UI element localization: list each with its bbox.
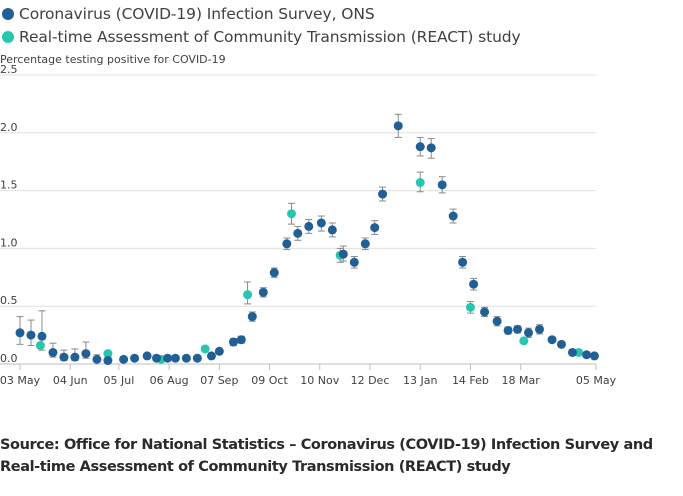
ons-data-point[interactable] (582, 350, 592, 360)
ons-data-point[interactable] (327, 225, 337, 235)
ons-data-point[interactable] (316, 218, 326, 228)
ons-data-point[interactable] (92, 354, 102, 364)
x-tick-label: 03 May (0, 374, 41, 387)
y-tick-label: 2.5 (0, 63, 18, 76)
ons-data-point[interactable] (130, 353, 140, 363)
x-tick-label: 05 May (576, 374, 617, 387)
legend-marker-react-icon (2, 30, 14, 43)
ons-data-point[interactable] (119, 354, 129, 364)
legend-label-ons: Coronavirus (COVID-19) Infection Survey,… (19, 4, 375, 23)
ons-data-point[interactable] (492, 316, 502, 326)
ons-data-point[interactable] (70, 352, 80, 362)
ons-data-point[interactable] (26, 330, 36, 340)
ons-data-point[interactable] (103, 356, 113, 366)
x-tick-label: 07 Sep (200, 374, 238, 387)
react-data-point[interactable] (574, 347, 584, 357)
source-note: Source: Office for National Statistics –… (0, 437, 653, 475)
x-tick-label: 10 Nov (300, 374, 339, 387)
legend-marker-ons-icon (2, 7, 14, 20)
x-tick-label: 05 Jul (103, 374, 134, 387)
ons-data-point[interactable] (469, 279, 479, 289)
ons-data-point[interactable] (567, 347, 577, 357)
ons-data-point[interactable] (59, 352, 69, 362)
react-data-point[interactable] (103, 349, 113, 359)
ons-data-point[interactable] (524, 328, 534, 338)
legend-label-react: Real-time Assessment of Community Transm… (19, 27, 521, 46)
ons-data-point[interactable] (338, 249, 348, 259)
ons-data-point[interactable] (458, 257, 468, 267)
ons-data-point[interactable] (163, 353, 173, 363)
ons-data-point[interactable] (503, 325, 513, 335)
ons-data-point[interactable] (360, 239, 370, 249)
react-data-point[interactable] (200, 344, 210, 354)
ons-data-point[interactable] (378, 189, 388, 199)
ons-data-point[interactable] (15, 328, 25, 338)
x-tick-label: 13 Jan (403, 374, 437, 387)
ons-data-point[interactable] (349, 257, 359, 267)
ons-data-point[interactable] (170, 353, 180, 363)
chart-plot-area: 0.0 0.5 1.0 1.5 2.0 2.5 03 May 04 Jun 05 Jul 06 … (0, 63, 617, 387)
react-data-point[interactable] (465, 302, 475, 312)
ons-data-point[interactable] (304, 221, 314, 231)
legend-item-react[interactable]: Real-time Assessment of Community Transm… (0, 25, 521, 48)
ons-data-point[interactable] (181, 353, 191, 363)
ons-data-point[interactable] (480, 307, 490, 317)
ons-data-point[interactable] (282, 239, 292, 249)
ons-data-point[interactable] (556, 339, 566, 349)
ons-data-point[interactable] (48, 347, 58, 357)
legend: Coronavirus (COVID-19) Infection Survey,… (0, 2, 521, 48)
react-data-point[interactable] (287, 209, 297, 219)
y-axis-ticks: 0.0 0.5 1.0 1.5 2.0 2.5 (0, 63, 18, 365)
y-tick-label: 1.5 (0, 179, 18, 192)
ons-data-point[interactable] (152, 353, 162, 363)
ons-data-point[interactable] (214, 346, 224, 356)
y-tick-label: 0.5 (0, 294, 18, 307)
ons-data-point[interactable] (269, 268, 279, 278)
ons-data-point[interactable] (192, 353, 202, 363)
x-tick-label: 12 Dec (351, 374, 390, 387)
y-tick-label: 0.0 (0, 352, 18, 365)
ons-data-point[interactable] (142, 351, 152, 361)
ons-data-point[interactable] (206, 351, 216, 361)
ons-data-point[interactable] (228, 337, 238, 347)
ons-data-point[interactable] (258, 287, 268, 297)
data-points (15, 121, 599, 366)
ons-data-point[interactable] (81, 349, 91, 359)
y-axis-title: Percentage testing positive for COVID-19 (0, 53, 226, 66)
react-data-point[interactable] (519, 336, 529, 346)
ons-data-point[interactable] (589, 351, 599, 361)
ons-data-point[interactable] (247, 312, 257, 322)
ons-data-point[interactable] (547, 335, 557, 345)
ons-data-point[interactable] (370, 223, 380, 233)
ons-data-point[interactable] (448, 211, 458, 221)
ons-data-point[interactable] (393, 121, 403, 131)
react-data-point[interactable] (243, 290, 253, 300)
ons-data-point[interactable] (236, 335, 246, 345)
ons-data-point[interactable] (513, 324, 523, 334)
ons-data-point[interactable] (534, 324, 544, 334)
x-tick-label: 18 Mar (502, 374, 541, 387)
ons-data-point[interactable] (293, 228, 303, 238)
x-tick-label: 06 Aug (150, 374, 189, 387)
y-tick-label: 2.0 (0, 121, 18, 134)
error-bars (16, 113, 598, 364)
y-tick-label: 1.0 (0, 236, 18, 249)
react-data-point[interactable] (35, 341, 45, 351)
ons-data-point[interactable] (426, 143, 436, 153)
x-tick-label: 04 Jun (53, 374, 88, 387)
ons-data-point[interactable] (37, 331, 47, 341)
legend-item-ons[interactable]: Coronavirus (COVID-19) Infection Survey,… (0, 2, 521, 25)
ons-data-point[interactable] (437, 180, 447, 190)
x-axis: 03 May 04 Jun 05 Jul 06 Aug 07 Sep 09 Oct 10 N… (0, 364, 617, 387)
react-data-point[interactable] (415, 178, 425, 188)
x-tick-label: 14 Feb (452, 374, 489, 387)
x-tick-label: 09 Oct (251, 374, 288, 387)
ons-data-point[interactable] (415, 142, 425, 152)
gridlines (0, 74, 596, 365)
